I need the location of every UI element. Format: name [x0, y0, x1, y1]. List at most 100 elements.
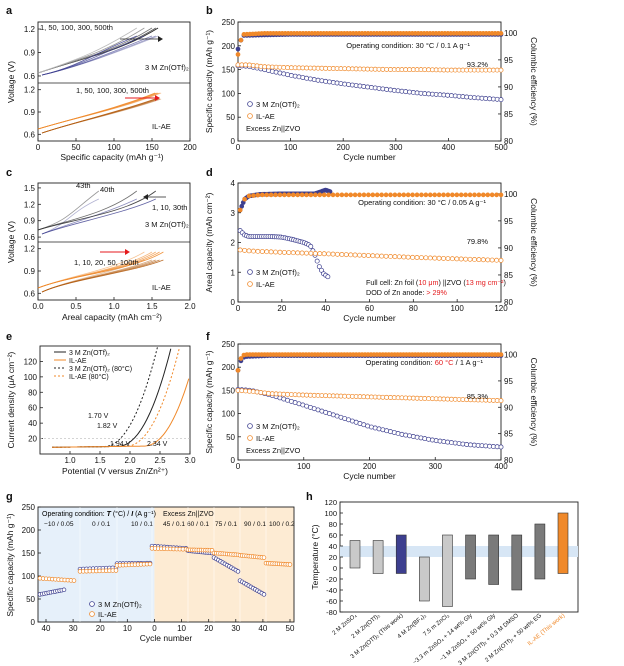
legend-marker: [247, 113, 253, 119]
panel-letter: b: [206, 5, 213, 17]
data-point: [264, 249, 270, 255]
discharge-curve: [41, 98, 156, 134]
x-tick-label: 100: [450, 304, 464, 313]
ce-point: [239, 203, 245, 209]
data-point: [365, 253, 371, 258]
data-point: [281, 249, 287, 255]
data-point: [318, 267, 324, 273]
x-tick-label: 30: [69, 624, 78, 633]
y-tick-label: 150: [222, 386, 236, 395]
ce-point: [388, 192, 393, 198]
y-tick-label: 0.9: [24, 49, 36, 58]
data-point: [454, 256, 460, 262]
x-tick-label: 120: [494, 304, 508, 313]
ce-point: [423, 192, 429, 198]
ce-point: [450, 192, 455, 198]
ce-point: [235, 52, 241, 57]
data-point: [304, 250, 309, 256]
ce-point: [357, 192, 362, 198]
data-point: [326, 251, 332, 257]
segment-label: −10 / 0.05: [44, 521, 74, 528]
panel-letter: e: [6, 331, 12, 343]
y-tick-label: 100: [222, 410, 236, 419]
ce-point: [321, 192, 327, 198]
legend-label: 3 M Zn(OTf)₂: [98, 600, 142, 609]
y-tick-label: 60: [28, 404, 37, 413]
y-tick-label: 0: [231, 298, 236, 307]
y-tick-label: 40: [329, 542, 337, 551]
temperature-bar: [419, 556, 430, 602]
x-tick-label: 10: [177, 624, 186, 633]
y-tick-label: 0: [231, 137, 236, 146]
data-point: [299, 250, 305, 256]
y-tick-label: 40: [28, 419, 37, 428]
panel-letter: f: [206, 331, 210, 343]
note-span: > 29%: [426, 288, 447, 297]
data-point: [147, 561, 153, 567]
y-axis-label: Specific capacity (mAh g⁻¹): [204, 350, 214, 453]
data-point: [325, 274, 331, 280]
y-tick-label: 200: [222, 363, 236, 372]
ce-point: [268, 192, 274, 198]
charge-curve: [37, 27, 138, 74]
y-tick-label: 0.6: [24, 130, 36, 139]
ce-point: [489, 192, 495, 198]
ce-point: [463, 192, 468, 198]
ce-point: [392, 192, 398, 198]
y-tick-label: 150: [22, 549, 36, 558]
x-tick-label: 0.0: [32, 302, 44, 311]
data-point: [312, 251, 318, 256]
panel-g-frame: [37, 506, 295, 623]
ce-point: [312, 192, 318, 198]
note-span: Full cell: Zn foil (: [366, 278, 419, 287]
data-point: [414, 255, 420, 260]
x-axis-label: Specific capacity (mAh g⁻¹): [60, 152, 163, 162]
ce-point: [326, 192, 331, 198]
ce-point: [330, 192, 336, 198]
ce-point: [295, 192, 301, 198]
y-axis-label: Areal capacity (mAh cm⁻²): [204, 192, 214, 292]
arrow-head: [158, 36, 163, 42]
x-tick-label: 0: [152, 624, 157, 633]
y-tick-label: 50: [26, 595, 35, 604]
y-tick-label: 1.2: [24, 245, 36, 254]
y-tick-label: 50: [226, 113, 235, 122]
data-point: [259, 249, 265, 254]
y-tick-label: 80: [329, 520, 337, 529]
x-tick-label: 0: [236, 143, 241, 152]
data-point: [441, 255, 446, 261]
legend-label: IL-AE: [98, 610, 117, 619]
ce-point: [494, 192, 499, 198]
data-point: [251, 248, 256, 254]
x-tick-label: 40: [321, 304, 330, 313]
legend-marker: [89, 611, 95, 617]
condition-label: Operating condition: T (°C) / I (A g⁻¹): [42, 510, 156, 518]
ce-point: [432, 192, 438, 198]
condition-span: Operating condition:: [42, 511, 107, 518]
voltage-annotation: 2.34 V: [147, 441, 168, 448]
y-axis-label: Current density (μA cm⁻²): [6, 351, 16, 448]
y2-tick-label: 95: [504, 56, 513, 65]
ce-point: [370, 192, 376, 198]
data-point: [396, 254, 402, 260]
legend-label: IL-AE: [69, 358, 87, 365]
ce-point: [419, 192, 424, 198]
ce-point: [238, 37, 244, 43]
cycle-label: 40th: [100, 185, 115, 194]
condition-span: I: [131, 511, 134, 518]
cycle-label: 1, 10, 30th: [152, 203, 187, 212]
x-tick-label: 100: [284, 143, 298, 152]
charge-curve: [37, 251, 164, 289]
y-tick-label: 0.9: [24, 108, 36, 117]
x-tick-label: 60: [365, 304, 374, 313]
data-point: [449, 256, 455, 262]
data-point: [321, 251, 327, 257]
y-tick-label: 2: [231, 239, 236, 248]
panel-letter: a: [6, 5, 13, 17]
data-point: [498, 97, 504, 103]
ce-point: [374, 192, 380, 198]
x-tick-label: 0.5: [70, 302, 82, 311]
ce-point: [235, 46, 241, 52]
x-axis-label: Potential (V versus Zn/Zn²⁺): [62, 466, 168, 476]
segment-label: 60 / 0.1: [187, 521, 209, 528]
